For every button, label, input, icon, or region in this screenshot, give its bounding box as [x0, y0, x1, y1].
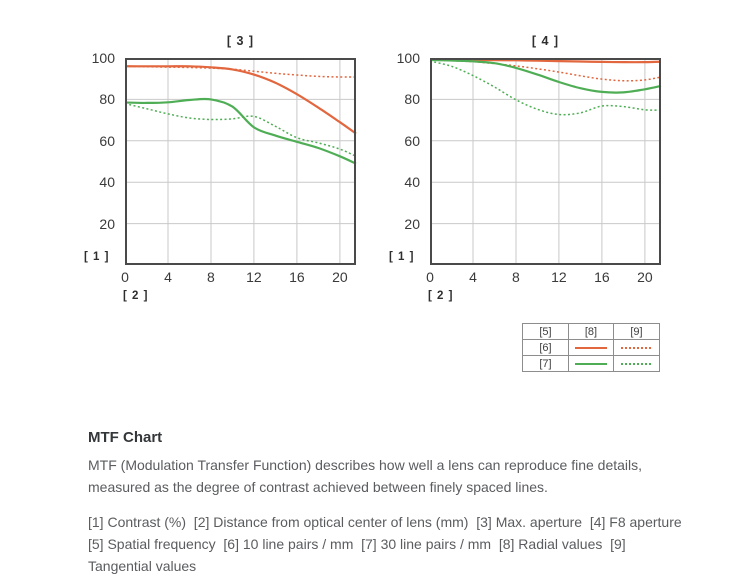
- mtf-description-text: MTF (Modulation Transfer Function) descr…: [88, 457, 643, 495]
- x-tick-label: 16: [594, 269, 610, 285]
- mtf-chart-max-aperture: [ 3 ] 100 80 60 40 20 0 4 8 12 16 20 [ 1 ] [ 2 ]: [84, 34, 357, 302]
- legend-header-row: [5] [8] [9]: [522, 323, 660, 340]
- curve-dotted: [429, 60, 662, 116]
- gridlines: [125, 58, 356, 265]
- plot-area: [124, 58, 357, 265]
- x-tick-label: 8: [512, 269, 520, 285]
- plot-area: [429, 58, 662, 265]
- curve-solid: [429, 58, 662, 94]
- y-tick-label: 100: [91, 50, 115, 66]
- curve-solid: [124, 65, 357, 135]
- y-tick-label: 80: [404, 91, 420, 108]
- y-axis-label: [ 1 ]: [389, 251, 415, 263]
- solid-orange-line-sample: [575, 346, 607, 349]
- x-axis-label: [ 2 ]: [428, 290, 454, 302]
- y-tick-label: 20: [99, 215, 115, 232]
- chart-title: [ 4 ]: [531, 34, 560, 48]
- x-tick-label: 20: [637, 269, 653, 285]
- legend-header-radial: [8]: [568, 323, 614, 340]
- chart-title: [ 3 ]: [226, 34, 255, 48]
- footnote-definitions-text: [1] Contrast (%) [2] Distance from optic…: [88, 514, 690, 574]
- y-tick-label: 100: [396, 50, 420, 66]
- plot-border: [430, 58, 661, 265]
- dotted-orange-line-sample: [620, 346, 653, 349]
- x-tick-label: 0: [426, 269, 434, 285]
- x-tick-label: 0: [121, 269, 129, 285]
- x-tick-label: 12: [246, 269, 262, 285]
- x-axis-label: [ 2 ]: [123, 290, 149, 302]
- x-tick-label: 12: [551, 269, 567, 285]
- plot-border: [125, 58, 356, 265]
- section-title: MTF Chart: [88, 429, 163, 446]
- dotted-green-line-sample: [620, 362, 653, 365]
- y-tick-label: 60: [404, 132, 420, 149]
- solid-green-line-sample: [575, 362, 607, 365]
- x-tick-label: 4: [164, 269, 172, 285]
- x-tick-label: 16: [289, 269, 305, 285]
- curve-dotted: [124, 65, 357, 78]
- mtf-chart-f8-aperture: [ 4 ] 100 80 60 40 20 0 4 8 12 16 20 [ 1 ] [ 2 ]: [389, 34, 662, 302]
- legend-header-tangential: [9]: [613, 323, 660, 340]
- y-tick-label: 40: [404, 174, 420, 191]
- legend-label-10lp: [6]: [522, 339, 569, 356]
- curve-dotted: [124, 102, 357, 157]
- gridlines: [430, 58, 661, 265]
- x-tick-label: 4: [469, 269, 477, 285]
- x-tick-label: 8: [207, 269, 215, 285]
- y-tick-label: 80: [99, 91, 115, 108]
- y-tick-label: 40: [99, 174, 115, 191]
- y-axis-label: [ 1 ]: [84, 251, 110, 263]
- y-tick-label: 20: [404, 215, 420, 232]
- legend-header-spatial-frequency: [5]: [522, 323, 569, 340]
- legend-row-10lp: [6]: [522, 339, 660, 356]
- y-tick-label: 60: [99, 132, 115, 149]
- legend-row-30lp: [7]: [522, 355, 660, 372]
- x-tick-label: 20: [332, 269, 348, 285]
- legend-label-30lp: [7]: [522, 355, 569, 372]
- legend-table: [5] [8] [9] [6] [7]: [522, 323, 660, 372]
